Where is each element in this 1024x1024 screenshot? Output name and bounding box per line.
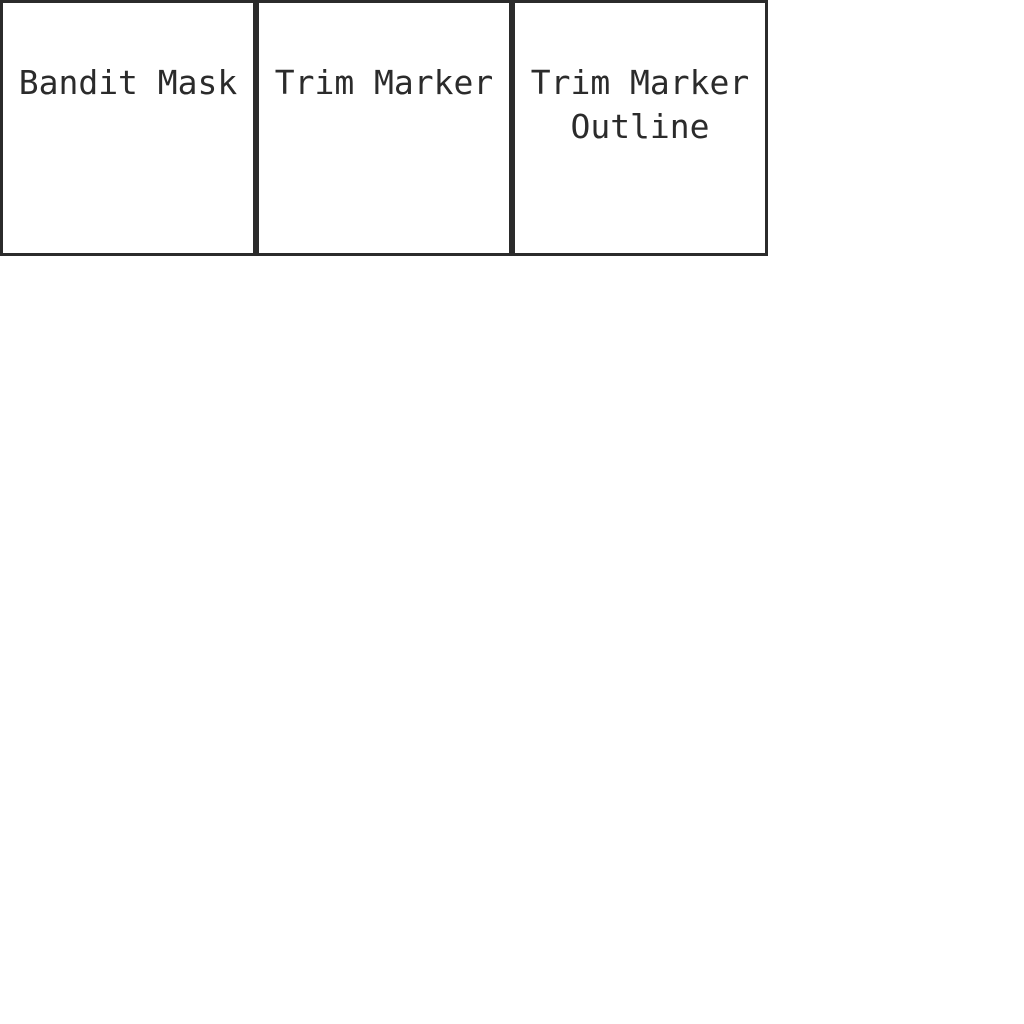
cell-label: Trim Marker Outline: [530, 63, 750, 146]
cell-label: Trim Marker: [274, 63, 494, 102]
cell-bandit-mask[interactable]: Bandit Mask: [0, 0, 256, 256]
cell-trim-marker[interactable]: Trim Marker: [256, 0, 512, 256]
cell-grid: Bandit Mask Trim Marker Trim Marker Outl…: [0, 0, 768, 256]
cell-label: Bandit Mask: [18, 63, 238, 102]
cell-trim-marker-outline[interactable]: Trim Marker Outline: [512, 0, 768, 256]
